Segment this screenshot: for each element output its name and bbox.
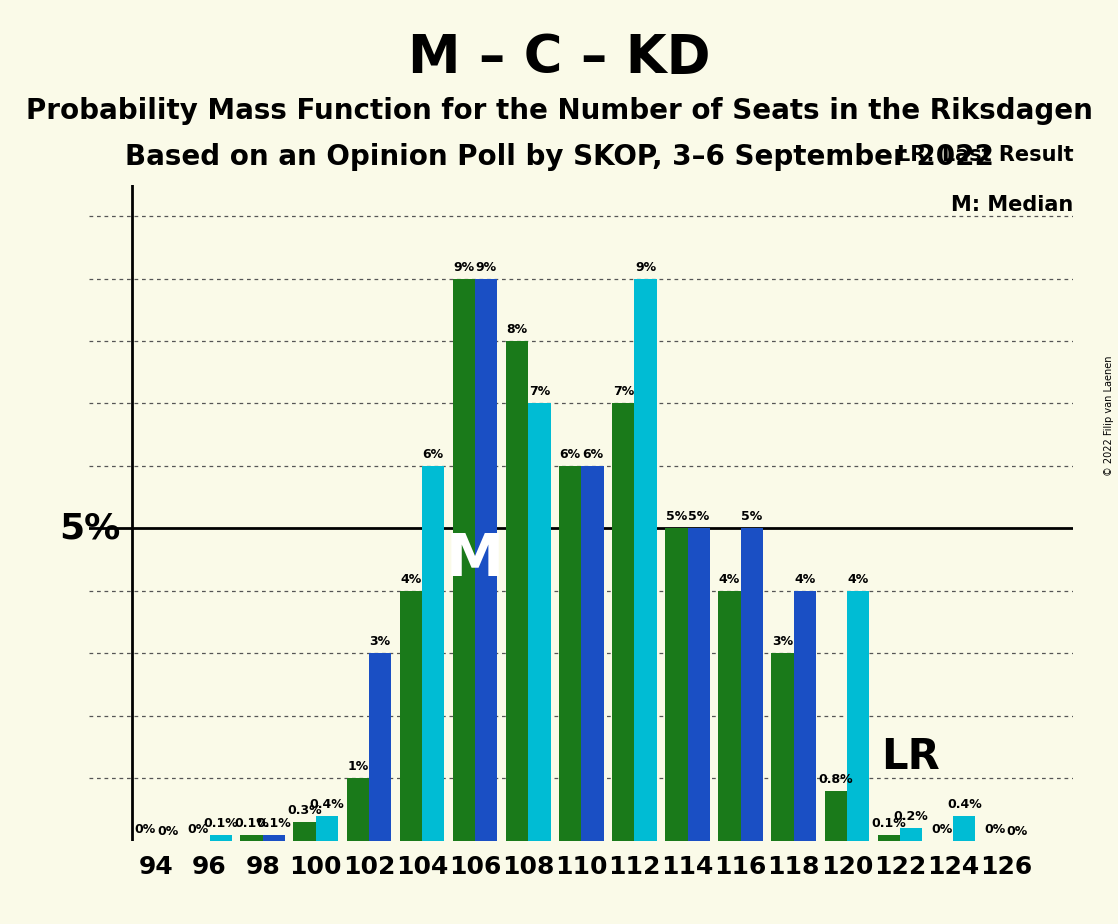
Text: 9%: 9% (476, 261, 496, 274)
Text: 8%: 8% (506, 323, 528, 336)
Text: 0.1%: 0.1% (872, 817, 907, 830)
Text: © 2022 Filip van Laenen: © 2022 Filip van Laenen (1105, 356, 1114, 476)
Bar (506, 341, 528, 841)
Text: 0%: 0% (985, 823, 1006, 836)
Text: M – C – KD: M – C – KD (408, 32, 710, 84)
Bar (240, 834, 263, 841)
Text: 4%: 4% (794, 573, 816, 586)
Text: 0.4%: 0.4% (947, 797, 982, 811)
Bar (825, 791, 847, 841)
Text: 0.1%: 0.1% (203, 817, 238, 830)
Bar (263, 834, 285, 841)
Text: 5%: 5% (688, 510, 709, 523)
Text: 6%: 6% (582, 448, 603, 461)
Text: 0.1%: 0.1% (234, 817, 269, 830)
Bar (315, 816, 338, 841)
Text: 0%: 0% (157, 825, 178, 838)
Text: 0%: 0% (931, 823, 953, 836)
Bar (613, 404, 635, 841)
Text: 0.3%: 0.3% (287, 804, 322, 817)
Bar (581, 466, 604, 841)
Text: 0.1%: 0.1% (256, 817, 291, 830)
Text: 5%: 5% (741, 510, 762, 523)
Text: 3%: 3% (370, 636, 390, 649)
Text: 0.2%: 0.2% (893, 810, 929, 823)
Text: LR: Last Result: LR: Last Result (897, 145, 1073, 165)
Text: 6%: 6% (560, 448, 580, 461)
Text: 4%: 4% (719, 573, 740, 586)
Text: M: M (446, 531, 504, 589)
Text: 3%: 3% (773, 636, 793, 649)
Text: 0%: 0% (188, 823, 209, 836)
Text: 7%: 7% (529, 385, 550, 398)
Bar (209, 834, 231, 841)
Bar (954, 816, 975, 841)
Bar (688, 529, 710, 841)
Bar (400, 591, 421, 841)
Text: 0%: 0% (134, 823, 155, 836)
Bar (719, 591, 741, 841)
Text: LR: LR (881, 736, 940, 778)
Text: 9%: 9% (454, 261, 474, 274)
Bar (347, 778, 369, 841)
Text: 0%: 0% (1007, 825, 1029, 838)
Bar (771, 653, 794, 841)
Text: 5%: 5% (59, 512, 121, 545)
Text: 7%: 7% (613, 385, 634, 398)
Text: 4%: 4% (400, 573, 421, 586)
Bar (475, 278, 498, 841)
Bar (847, 591, 869, 841)
Bar (635, 278, 656, 841)
Bar (369, 653, 391, 841)
Text: 5%: 5% (666, 510, 688, 523)
Bar (421, 466, 444, 841)
Text: 4%: 4% (847, 573, 869, 586)
Bar (453, 278, 475, 841)
Text: 1%: 1% (347, 760, 369, 773)
Text: 0.8%: 0.8% (818, 772, 853, 785)
Text: Probability Mass Function for the Number of Seats in the Riksdagen: Probability Mass Function for the Number… (26, 97, 1092, 125)
Text: M: Median: M: Median (951, 195, 1073, 214)
Text: 0.4%: 0.4% (310, 797, 344, 811)
Bar (528, 404, 550, 841)
Text: Based on an Opinion Poll by SKOP, 3–6 September 2022: Based on an Opinion Poll by SKOP, 3–6 Se… (124, 143, 994, 171)
Bar (878, 834, 900, 841)
Bar (294, 822, 315, 841)
Bar (665, 529, 688, 841)
Text: 6%: 6% (423, 448, 444, 461)
Bar (559, 466, 581, 841)
Bar (794, 591, 816, 841)
Text: 9%: 9% (635, 261, 656, 274)
Bar (900, 828, 922, 841)
Bar (741, 529, 762, 841)
